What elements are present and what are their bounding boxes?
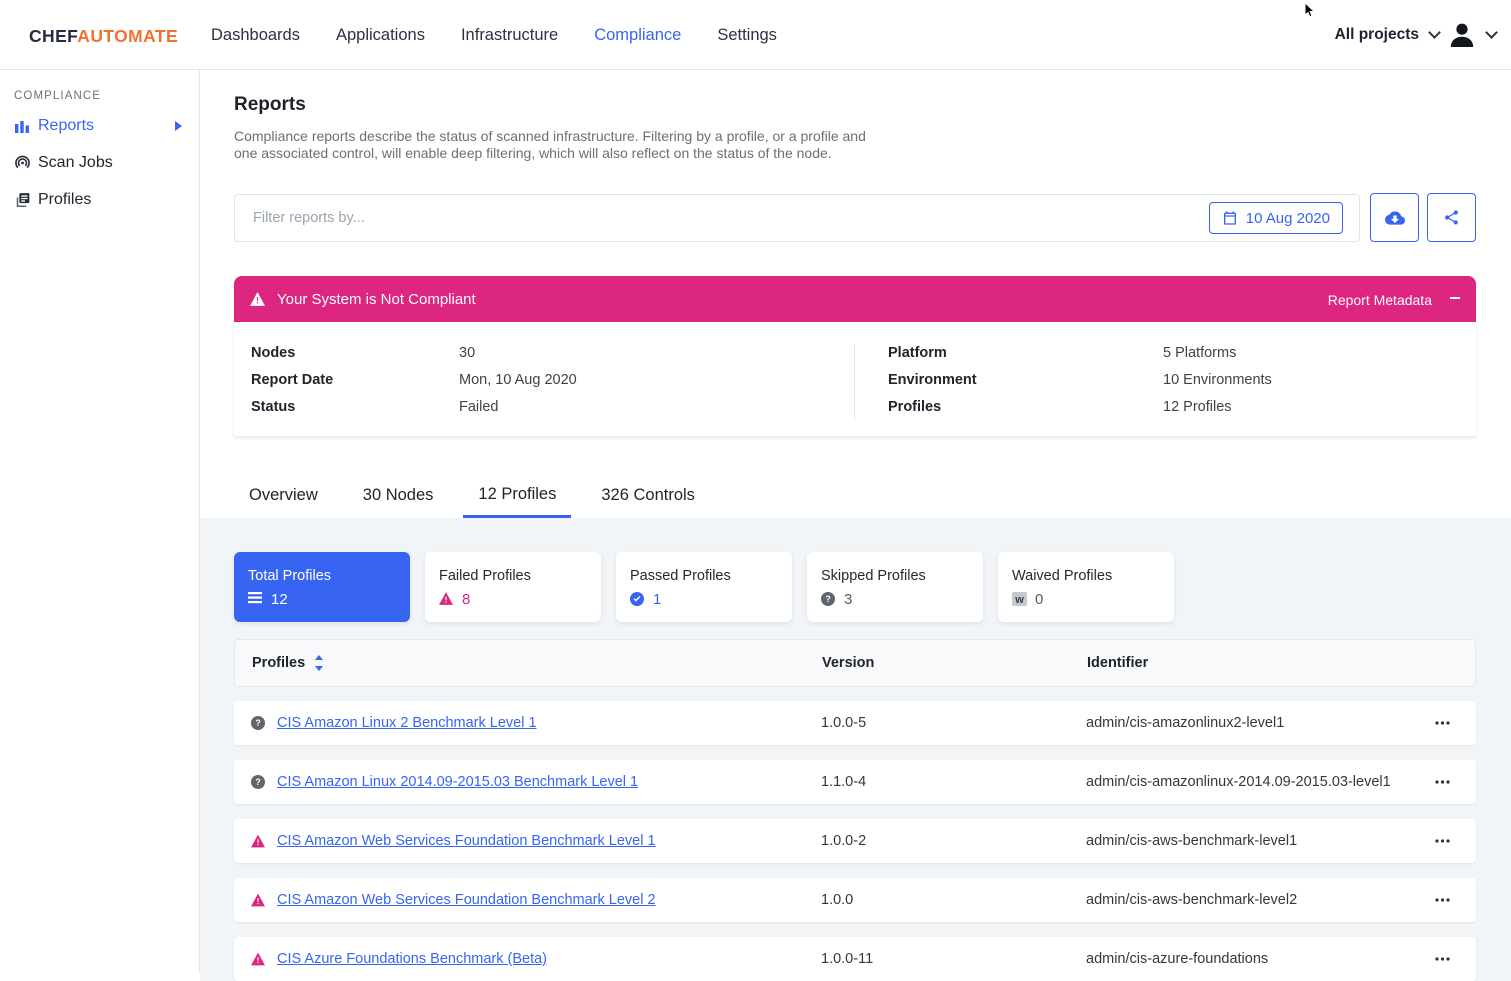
svg-text:?: ? bbox=[825, 594, 830, 604]
svg-text:?: ? bbox=[255, 777, 260, 787]
svg-text:?: ? bbox=[255, 718, 260, 728]
svg-text:w: w bbox=[1014, 594, 1024, 606]
